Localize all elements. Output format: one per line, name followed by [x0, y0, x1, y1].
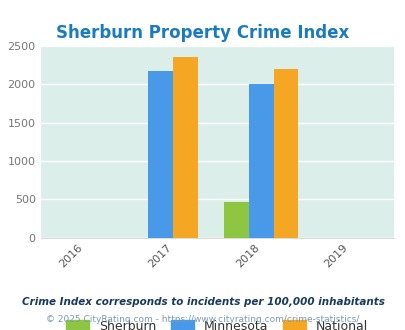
Bar — [173, 57, 197, 238]
Bar — [273, 69, 298, 238]
Bar — [248, 84, 273, 238]
Text: Crime Index corresponds to incidents per 100,000 inhabitants: Crime Index corresponds to incidents per… — [21, 297, 384, 307]
Legend: Sherburn, Minnesota, National: Sherburn, Minnesota, National — [62, 316, 371, 330]
Text: Sherburn Property Crime Index: Sherburn Property Crime Index — [56, 24, 349, 42]
Bar — [224, 202, 248, 238]
Bar — [148, 71, 173, 238]
Text: © 2025 CityRating.com - https://www.cityrating.com/crime-statistics/: © 2025 CityRating.com - https://www.city… — [46, 315, 359, 324]
